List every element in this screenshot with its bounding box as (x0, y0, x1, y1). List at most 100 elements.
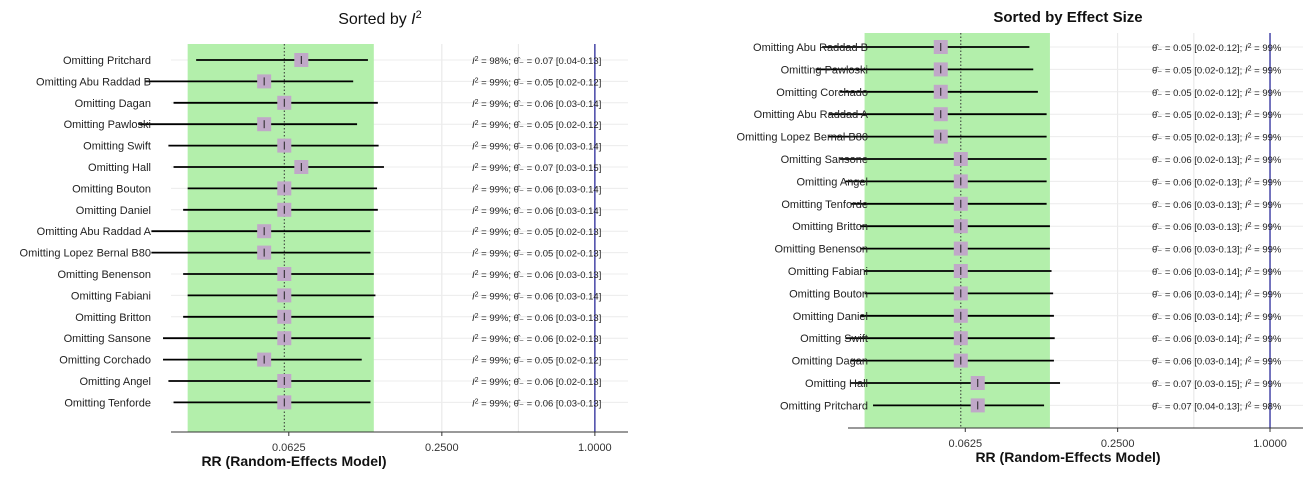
annotation-text: = 99%; θ̂₋ = 0.06 [0.02-0.13] (479, 334, 602, 345)
forest-row: Omitting Tenforde I2 = 99%; θ̂₋ = 0.06 [0… (64, 395, 602, 410)
x-tick-label: 0.0625 (948, 438, 982, 450)
row-annotation: θ̂₋ = 0.06 [0.03-0.13]; I2 = 99% (1152, 199, 1282, 211)
annotation-text: θ̂₋ = 0.06 [0.03-0.13]; (1152, 222, 1242, 233)
annotation-text: = 99%; θ̂₋ = 0.06 [0.03-0.13] (479, 270, 602, 281)
row-label: Omitting Dagan (792, 356, 868, 368)
x-axis-label: RR (Random-Effects Model) (201, 453, 386, 469)
annotation-text: θ̂₋ = 0.06 [0.02-0.13]; (1152, 155, 1242, 166)
annotation-text: θ̂₋ = 0.06 [0.03-0.13]; (1152, 245, 1242, 256)
row-label: Omitting Pawloski (781, 64, 868, 76)
row-label: Omitting Lopez Bernal B80 (20, 248, 151, 260)
i2-value: 99% (1262, 133, 1282, 144)
row-label: Omitting Bouton (789, 288, 868, 300)
row-annotation: I2 = 99%; θ̂₋ = 0.06 [0.03-0.14] (472, 184, 601, 196)
row-label: Omitting Lopez Bernal B80 (737, 132, 868, 144)
forest-row: Omitting Bouton I2 = 99%; θ̂₋ = 0.06 [0.0… (72, 181, 601, 196)
annotation-text: θ̂₋ = 0.06 [0.03-0.14]; (1152, 267, 1242, 278)
forest-row: Omitting Daniel θ̂₋ = 0.06 [0.03-0.14]; I… (793, 308, 1282, 323)
i2-value: 99% (1262, 289, 1282, 300)
forest-row: Omitting Hall θ̂₋ = 0.07 [0.03-0.15]; I2 … (805, 376, 1282, 390)
row-annotation: θ̂₋ = 0.06 [0.03-0.13]; I2 = 99% (1152, 222, 1282, 234)
forest-row: Omitting Daniel I2 = 99%; θ̂₋ = 0.06 [0.0… (76, 202, 601, 217)
forest-row: Omitting Abu Raddad B I2 = 99%; θ̂₋ = 0.0… (36, 74, 601, 89)
annotation-text: = 99%; θ̂₋ = 0.05 [0.02-0.12] (479, 120, 602, 131)
row-label: Omitting Swift (800, 333, 868, 345)
annotation-text: = 99%; θ̂₋ = 0.06 [0.03-0.14] (479, 184, 602, 195)
annotation-text: θ̂₋ = 0.06 [0.03-0.14]; (1152, 357, 1242, 368)
title-italic: I (411, 11, 416, 28)
row-annotation: θ̂₋ = 0.05 [0.02-0.13]; I2 = 99% (1152, 110, 1282, 122)
row-label: Omitting Fabiani (71, 290, 151, 302)
annotation-text: θ̂₋ = 0.07 [0.03-0.15]; (1152, 379, 1242, 390)
row-label: Omitting Sansone (781, 154, 868, 166)
row-annotation: I2 = 99%; θ̂₋ = 0.05 [0.02-0.12] (472, 355, 601, 367)
annotation-text: = 99%; θ̂₋ = 0.05 [0.02-0.12] (479, 356, 602, 367)
annotation-text: = 99%; θ̂₋ = 0.06 [0.03-0.13] (479, 313, 602, 324)
annotation-text: θ̂₋ = 0.05 [0.02-0.13]; (1152, 110, 1242, 121)
annotation-text: = 99%; θ̂₋ = 0.07 [0.03-0.15] (479, 163, 602, 174)
row-label: Omitting Angel (796, 176, 868, 188)
row-annotation: I2 = 99%; θ̂₋ = 0.06 [0.03-0.13] (472, 312, 601, 324)
chart-title: Sorted by Effect Size (993, 9, 1142, 26)
forest-row: Omitting Britton I2 = 99%; θ̂₋ = 0.06 [0.… (75, 309, 601, 324)
annotation-text: θ̂₋ = 0.06 [0.03-0.14]; (1152, 312, 1242, 323)
i2-value: 99% (1262, 155, 1282, 166)
row-label: Omitting Abu Raddad B (36, 76, 151, 88)
row-label: Omitting Tenforde (64, 397, 151, 409)
row-annotation: I2 = 99%; θ̂₋ = 0.07 [0.03-0.15] (472, 163, 601, 175)
row-label: Omitting Daniel (793, 311, 868, 323)
forest-row: Omitting Lopez Bernal B80 I2 = 99%; θ̂₋ =… (20, 245, 601, 260)
annotation-text: θ̂₋ = 0.06 [0.03-0.14]; (1152, 289, 1242, 300)
row-label: Omitting Corchado (776, 87, 868, 99)
x-axis-label: RR (Random-Effects Model) (975, 449, 1160, 465)
row-label: Omitting Dagan (75, 98, 151, 110)
annotation-text: θ̂₋ = 0.06 [0.03-0.14]; (1152, 334, 1242, 345)
row-annotation: θ̂₋ = 0.06 [0.03-0.14]; I2 = 99% (1152, 289, 1282, 301)
row-annotation: θ̂₋ = 0.06 [0.02-0.13]; I2 = 99% (1152, 177, 1282, 189)
forest-row: Omitting Pritchard I2 = 98%; θ̂₋ = 0.07 [… (63, 53, 601, 67)
forest-row: Omitting Sansone I2 = 99%; θ̂₋ = 0.06 [0.… (64, 331, 601, 346)
forest-row: Omitting Fabiani θ̂₋ = 0.06 [0.03-0.14]; … (788, 264, 1282, 278)
annotation-text: = 99%; θ̂₋ = 0.06 [0.02-0.13] (479, 377, 602, 388)
row-annotation: I2 = 99%; θ̂₋ = 0.06 [0.02-0.13] (472, 377, 601, 389)
annotation-text: = 99%; θ̂₋ = 0.05 [0.02-0.13] (479, 227, 602, 238)
annotation-text: = 99%; θ̂₋ = 0.06 [0.03-0.14] (479, 291, 602, 302)
i2-value: 99% (1262, 43, 1282, 54)
row-label: Omitting Pritchard (63, 55, 151, 67)
row-annotation: θ̂₋ = 0.07 [0.03-0.15]; I2 = 99% (1152, 379, 1282, 391)
row-annotation: θ̂₋ = 0.06 [0.03-0.13]; I2 = 99% (1152, 244, 1282, 256)
forest-row: Omitting Benenson I2 = 99%; θ̂₋ = 0.06 [0… (57, 267, 601, 281)
row-label: Omitting Corchado (59, 355, 151, 367)
row-annotation: θ̂₋ = 0.05 [0.02-0.12]; I2 = 99% (1152, 43, 1282, 55)
row-annotation: I2 = 99%; θ̂₋ = 0.06 [0.03-0.14] (472, 205, 601, 217)
row-label: Omitting Bouton (72, 183, 151, 195)
annotation-text: θ̂₋ = 0.07 [0.04-0.13]; (1152, 401, 1242, 412)
forest-panel-2: 0.0625 0.2500 1.0000 Omitting Abu Raddad B θ… (737, 9, 1303, 465)
row-annotation: θ̂₋ = 0.06 [0.03-0.14]; I2 = 99% (1152, 334, 1282, 346)
annotation-text: = 99%; θ̂₋ = 0.06 [0.03-0.13] (479, 398, 602, 409)
row-label: Omitting Abu Raddad B (753, 42, 868, 54)
row-label: Omitting Sansone (64, 333, 151, 345)
annotation-text: = 99%; θ̂₋ = 0.05 [0.02-0.13] (479, 249, 602, 260)
row-annotation: θ̂₋ = 0.06 [0.02-0.13]; I2 = 99% (1152, 155, 1282, 167)
row-label: Omitting Benenson (57, 269, 151, 281)
x-tick-label: 0.2500 (425, 442, 459, 454)
title-text: Sorted by (338, 11, 411, 28)
annotation-text: θ̂₋ = 0.06 [0.02-0.13]; (1152, 177, 1242, 188)
annotation-text: θ̂₋ = 0.06 [0.03-0.13]; (1152, 200, 1242, 211)
x-tick-label: 1.0000 (1253, 438, 1287, 450)
x-tick-label: 0.2500 (1101, 438, 1135, 450)
annotation-text: θ̂₋ = 0.05 [0.02-0.12]; (1152, 88, 1242, 99)
i2-value: 99% (1262, 65, 1282, 76)
row-label: Omitting Hall (88, 162, 151, 174)
row-annotation: θ̂₋ = 0.07 [0.04-0.13]; I2 = 98% (1152, 401, 1282, 413)
row-annotation: I2 = 99%; θ̂₋ = 0.05 [0.02-0.13] (472, 248, 601, 260)
forest-row: Omitting Abu Raddad A θ̂₋ = 0.05 [0.02-0.… (754, 107, 1282, 122)
forest-row: Omitting Swift I2 = 99%; θ̂₋ = 0.06 [0.03… (83, 138, 601, 153)
annotation-text: θ̂₋ = 0.05 [0.02-0.13]; (1152, 133, 1242, 144)
i2-value: 99% (1262, 88, 1282, 99)
row-label: Omitting Abu Raddad A (754, 109, 869, 121)
row-annotation: I2 = 99%; θ̂₋ = 0.06 [0.02-0.13] (472, 334, 601, 346)
x-tick-label: 1.0000 (578, 442, 612, 454)
